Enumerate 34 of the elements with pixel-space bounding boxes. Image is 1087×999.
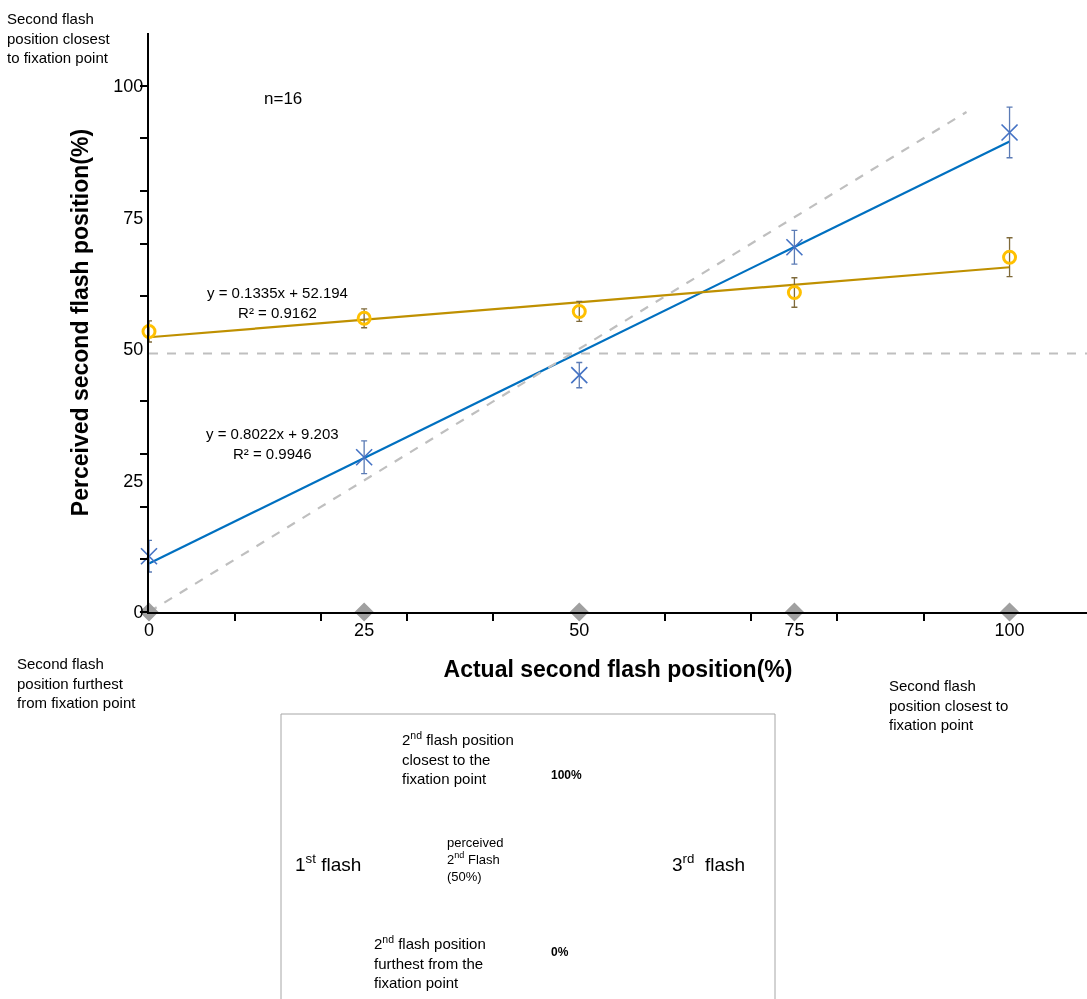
text: 2$^{nd}$ flash position closest to the fixation point	[402, 729, 514, 788]
x-axis-title: Actual second flash position(%)	[443, 655, 793, 682]
text: 3$^{rd}$ flash	[672, 851, 746, 875]
x-tick-label: 25	[354, 619, 375, 640]
point	[786, 285, 802, 300]
text: 0%	[551, 945, 569, 959]
point	[355, 448, 373, 467]
x-tick-label: 100	[994, 619, 1025, 640]
text: 1$^{st}$ flash	[295, 851, 362, 875]
x-tick-label: 75	[784, 619, 805, 640]
point	[141, 323, 157, 339]
y-tick-label: 50	[123, 339, 144, 360]
text: Second flash position furthest from fixation point	[17, 655, 137, 711]
x-tick-label: 50	[569, 619, 590, 640]
annotation: y = 0.1335x + 52.194 R² = 0.9162	[207, 284, 348, 321]
text: perceived 2$^{nd}$ Flash (50%)	[447, 835, 504, 884]
point	[1000, 123, 1019, 142]
point	[571, 303, 587, 319]
y-tick-label: 25	[123, 470, 144, 491]
y-tick-label: 75	[123, 207, 144, 228]
point	[1000, 602, 1019, 622]
annotation: y = 0.8022x + 9.203 R² = 0.9946	[206, 425, 339, 462]
text: 2$^{nd}$ flash position furthest from the fixation point	[374, 933, 486, 992]
point	[1002, 249, 1018, 265]
point	[140, 547, 158, 566]
text: Second flash position closest to fixation point	[889, 677, 1009, 733]
text: Second flash position closest to fixation point	[7, 10, 111, 66]
y-axis-title: Perceived second flash position(%)	[67, 128, 94, 517]
annotation: n=16	[264, 89, 303, 108]
text: 100%	[551, 768, 583, 782]
y-tick-label: 100	[113, 75, 144, 96]
point	[570, 366, 589, 384]
point	[356, 310, 372, 326]
point	[785, 238, 804, 257]
